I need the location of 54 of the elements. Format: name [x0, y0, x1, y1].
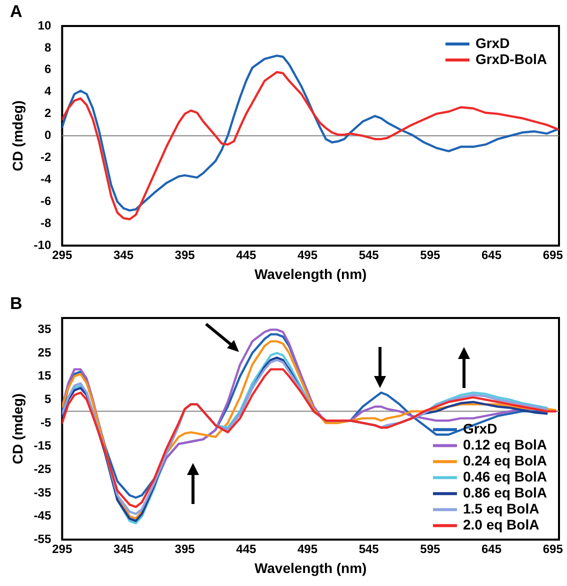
y-tick-label: 0 [44, 128, 52, 142]
y-axis-title: CD (mdeg) [9, 100, 26, 172]
y-tick-label: 8 [44, 40, 52, 54]
y-tick-label: -55 [34, 532, 52, 546]
x-axis-title: Wavelength (nm) [254, 560, 367, 576]
x-tick-label: 695 [542, 248, 564, 262]
legend-label: 0.46 eq BolA [462, 468, 548, 484]
y-tick-label: -2 [40, 150, 52, 164]
y-tick-label: -45 [34, 508, 52, 523]
x-tick-label: 395 [174, 248, 196, 262]
y-tick-label: -8 [40, 216, 52, 230]
y-tick-label: -10 [34, 238, 52, 252]
y-tick-label: 35 [38, 322, 52, 336]
legend-label: GrxD [462, 420, 498, 436]
y-tick-label: 10 [38, 18, 52, 32]
x-tick-label: 545 [358, 248, 380, 262]
legend-label: 0.12 eq BolA [462, 436, 548, 452]
x-tick-label: 345 [113, 248, 134, 262]
x-tick-label: 445 [236, 542, 256, 556]
y-axis-title: CD (mdeg) [9, 393, 26, 464]
x-tick-label: 645 [482, 542, 502, 556]
legend-label: GrxD-BolA [475, 50, 548, 67]
y-tick-label: 2 [44, 106, 52, 120]
x-tick-label: 445 [236, 248, 256, 262]
legend-label: 2.0 eq BolA [462, 516, 540, 532]
x-tick-label: 295 [52, 248, 72, 262]
legend-label: 1.5 eq BolA [462, 500, 540, 516]
x-axis-title: Wavelength (nm) [254, 266, 367, 282]
y-tick-label: 15 [38, 368, 52, 383]
y-tick-label: -5 [40, 415, 52, 430]
x-tick-label: 595 [420, 542, 441, 556]
y-tick-label: 5 [44, 392, 52, 406]
y-tick-label: 4 [44, 84, 52, 98]
legend-label: 0.86 eq BolA [462, 484, 548, 500]
x-tick-label: 545 [358, 542, 380, 556]
text: A [10, 2, 22, 22]
y-tick-label: -15 [34, 438, 52, 453]
y-tick-label: -6 [40, 194, 52, 208]
legend-label: GrxD [475, 34, 510, 51]
y-tick-label: -4 [40, 172, 52, 186]
x-tick-label: 495 [297, 248, 318, 262]
x-tick-label: 645 [482, 248, 502, 262]
x-tick-label: 345 [113, 542, 134, 556]
x-tick-label: 495 [297, 542, 318, 556]
x-tick-label: 295 [52, 542, 72, 556]
x-tick-label: 695 [542, 542, 564, 556]
y-tick-label: -35 [34, 485, 52, 500]
text: B [10, 294, 22, 314]
y-tick-label: 25 [38, 345, 52, 360]
legend-label: 0.24 eq BolA [462, 452, 548, 468]
y-tick-label: 6 [44, 62, 52, 76]
y-tick-label: -25 [34, 462, 52, 476]
x-tick-label: 395 [174, 542, 196, 556]
x-tick-label: 595 [420, 248, 441, 262]
